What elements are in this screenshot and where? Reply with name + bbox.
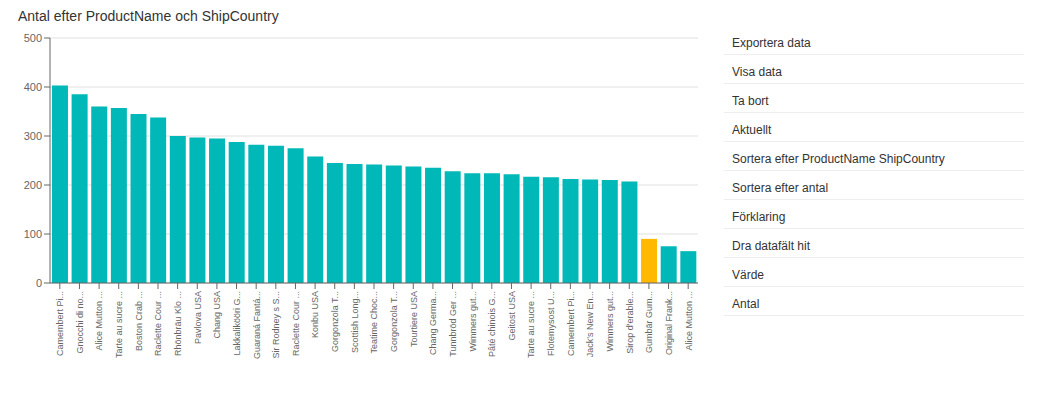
svg-text:Chang USA: Chang USA — [212, 291, 222, 339]
svg-text:Sirop d'erable...: Sirop d'erable... — [625, 291, 635, 354]
svg-text:Boston Crab ...: Boston Crab ... — [134, 291, 144, 351]
svg-text:Jack's New En...: Jack's New En... — [585, 291, 595, 357]
svg-text:Camembert Pi...: Camembert Pi... — [55, 291, 65, 356]
svg-text:Sir Rodney s S...: Sir Rodney s S... — [271, 291, 281, 359]
html-text:Antal: Antal — [732, 297, 760, 311]
svg-text:Guaraná Fantá...: Guaraná Fantá... — [252, 291, 262, 359]
html-text:Förklaring: Förklaring — [732, 210, 786, 224]
svg-text:300: 300 — [24, 130, 42, 142]
svg-text:Wimmers gut...: Wimmers gut... — [468, 291, 478, 352]
svg-text:Wimmers gut...: Wimmers gut... — [605, 291, 615, 352]
svg-text:Tunnbröd Ger ...: Tunnbröd Ger ... — [448, 291, 458, 357]
svg-text:Konbu USA: Konbu USA — [310, 291, 320, 338]
html-text:Dra datafält hit: Dra datafält hit — [732, 239, 810, 253]
svg-text:400: 400 — [24, 81, 42, 93]
svg-text:0: 0 — [36, 277, 42, 289]
svg-text:Pâté chinois G...: Pâté chinois G... — [487, 291, 497, 357]
html-text:Värde: Värde — [732, 268, 764, 282]
svg-text:Pavlova USA: Pavlova USA — [193, 291, 203, 344]
svg-text:Teatime Choc...: Teatime Choc... — [369, 291, 379, 354]
html-text:Visa data: Visa data — [732, 65, 782, 79]
html-text:Aktuellt: Aktuellt — [732, 123, 772, 137]
svg-text:Geitost USA: Geitost USA — [507, 291, 517, 341]
html-text:Sortera efter ProductName Ship: Sortera efter ProductName ShipCountry — [732, 152, 945, 166]
svg-text:Tarte au sucre ...: Tarte au sucre ... — [526, 291, 536, 358]
svg-text:Raclette Cour ...: Raclette Cour ... — [291, 291, 301, 356]
svg-text:Tarte au sucre ...: Tarte au sucre ... — [114, 291, 124, 358]
svg-text:Camembert Pi...: Camembert Pi... — [566, 291, 576, 356]
svg-text:Original Frank...: Original Frank... — [664, 291, 674, 355]
svg-text:500: 500 — [24, 32, 42, 44]
svg-text:Scottish Long...: Scottish Long... — [350, 291, 360, 353]
svg-text:200: 200 — [24, 179, 42, 191]
svg-text:Alice Mutton ...: Alice Mutton ... — [684, 291, 694, 351]
svg-text:Lakkalikööri G...: Lakkalikööri G... — [232, 291, 242, 356]
html-text:Sortera efter antal: Sortera efter antal — [732, 181, 829, 195]
html-text:Ta bort: Ta bort — [732, 94, 769, 108]
html-text:Antal efter ProductName och Sh: Antal efter ProductName och ShipCountry — [18, 8, 279, 24]
svg-text:Gorgonzola T...: Gorgonzola T... — [330, 291, 340, 352]
svg-text:Alice Mutton ...: Alice Mutton ... — [94, 291, 104, 351]
svg-text:Gnocchi di no...: Gnocchi di no... — [75, 291, 85, 354]
svg-text:Chang Germa...: Chang Germa... — [428, 291, 438, 355]
html-text:Exportera data: Exportera data — [732, 36, 811, 50]
svg-text:Gorgonzola T...: Gorgonzola T... — [389, 291, 399, 352]
svg-text:100: 100 — [24, 228, 42, 240]
svg-text:Tourtiere USA: Tourtiere USA — [409, 291, 419, 347]
svg-text:Flotemysost U...: Flotemysost U... — [546, 291, 556, 356]
svg-text:Raclette Cour ...: Raclette Cour ... — [153, 291, 163, 356]
svg-text:Rhönbräu Klo ...: Rhönbräu Klo ... — [173, 291, 183, 356]
svg-text:Gumbär Gum...: Gumbär Gum... — [644, 291, 654, 353]
